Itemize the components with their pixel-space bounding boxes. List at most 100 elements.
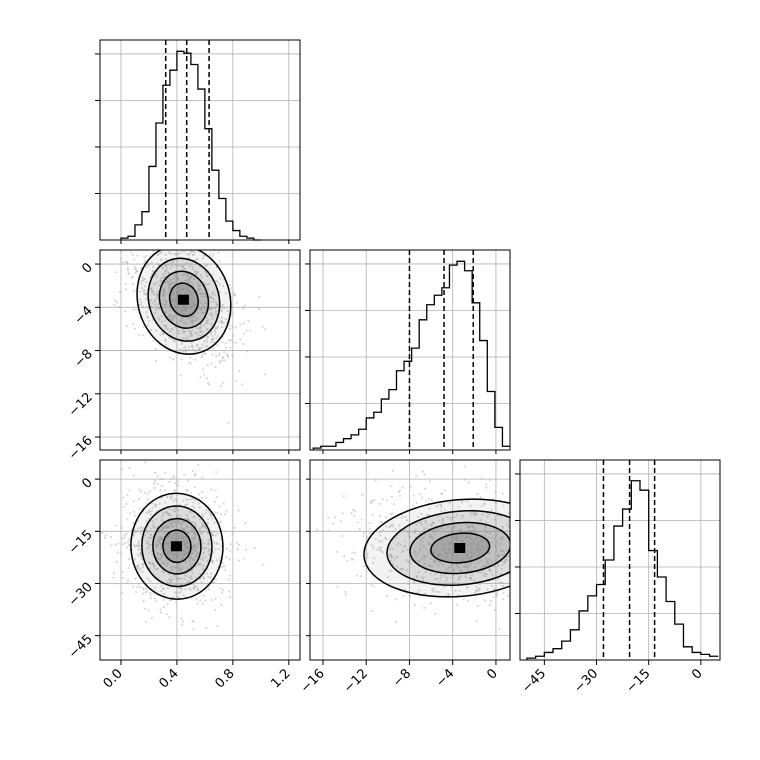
sample-point [169, 566, 173, 569]
sample-point [220, 603, 223, 607]
sample-point [204, 352, 207, 356]
sample-point [164, 253, 167, 257]
sample-point [165, 304, 168, 307]
sample-point [139, 303, 142, 306]
sample-point [451, 528, 454, 532]
sample-point [163, 571, 166, 574]
sample-point [199, 599, 202, 602]
sample-point [164, 272, 167, 275]
sample-point [546, 573, 548, 575]
sample-point [457, 566, 460, 570]
sample-point [198, 287, 201, 290]
sample-point [466, 526, 469, 529]
sample-point [175, 591, 179, 594]
sample-point [563, 593, 565, 595]
sample-point [209, 333, 213, 336]
sample-point [539, 542, 541, 544]
sample-point [191, 321, 194, 324]
sample-point [532, 539, 534, 541]
sample-point [185, 541, 188, 545]
sample-point [155, 329, 158, 332]
sample-point [171, 338, 174, 341]
sample-point [524, 595, 526, 597]
sample-point [182, 273, 186, 277]
sample-point [482, 574, 485, 577]
sample-point [210, 362, 213, 365]
sample-point [185, 581, 189, 584]
y-tick-label: −16 [66, 433, 96, 463]
sample-point [389, 513, 392, 516]
sample-point [487, 536, 490, 539]
sample-point [380, 546, 383, 549]
sample-point [189, 576, 192, 579]
sample-point [159, 558, 162, 561]
sample-point [200, 276, 204, 279]
sample-point [150, 510, 153, 513]
sample-point [192, 515, 195, 518]
sample-point [206, 344, 209, 348]
sample-point [412, 504, 415, 507]
sample-point [207, 282, 210, 285]
sample-point [124, 283, 127, 286]
sample-point [446, 568, 449, 571]
sample-point [162, 561, 165, 565]
sample-point [121, 537, 124, 540]
sample-point [378, 540, 381, 543]
sample-point [173, 521, 177, 524]
sample-point [224, 346, 228, 349]
sample-point [176, 555, 179, 558]
sample-point [145, 311, 148, 314]
sample-point [443, 508, 446, 511]
sample-point [146, 324, 149, 327]
sample-point [161, 570, 164, 573]
sample-point [455, 564, 459, 567]
sample-point [134, 529, 137, 532]
sample-point [176, 518, 179, 522]
sample-point [155, 518, 158, 521]
hist-panel-2 [515, 459, 721, 661]
sample-point [401, 516, 404, 519]
sample-point [499, 549, 503, 552]
sample-point [193, 532, 196, 535]
sample-point [200, 525, 203, 528]
sample-point [500, 581, 503, 584]
sample-point [473, 528, 476, 532]
sample-point [457, 529, 461, 533]
sample-point [517, 549, 519, 551]
sample-point [177, 509, 180, 512]
sample-point [363, 565, 366, 568]
sample-point [211, 255, 214, 258]
sample-point [431, 536, 434, 539]
sample-point [211, 559, 214, 562]
sample-point [472, 541, 475, 544]
sample-point [388, 569, 392, 572]
sample-point [157, 537, 160, 540]
sample-point [452, 526, 455, 530]
sample-point [188, 556, 192, 559]
sample-point [374, 479, 377, 482]
sample-point [207, 541, 210, 544]
sample-point [182, 337, 185, 340]
sample-point [469, 525, 472, 528]
sample-point [202, 368, 205, 371]
sample-point [408, 594, 411, 597]
sample-point [394, 621, 398, 624]
sample-point [166, 525, 169, 528]
sample-point [205, 272, 208, 275]
sample-point [148, 490, 151, 493]
sample-point [199, 528, 202, 531]
sample-point [484, 556, 487, 559]
sample-point [192, 537, 195, 541]
sample-point [480, 544, 483, 547]
sample-point [205, 338, 208, 341]
sample-point [196, 271, 200, 274]
sample-point [478, 562, 481, 565]
sample-point [447, 593, 450, 596]
sample-point [189, 356, 192, 359]
sample-point [466, 565, 470, 569]
sample-point [151, 524, 155, 528]
sample-point [201, 257, 204, 260]
sample-point [145, 539, 149, 543]
sample-point [233, 526, 236, 529]
sample-point [482, 552, 485, 555]
